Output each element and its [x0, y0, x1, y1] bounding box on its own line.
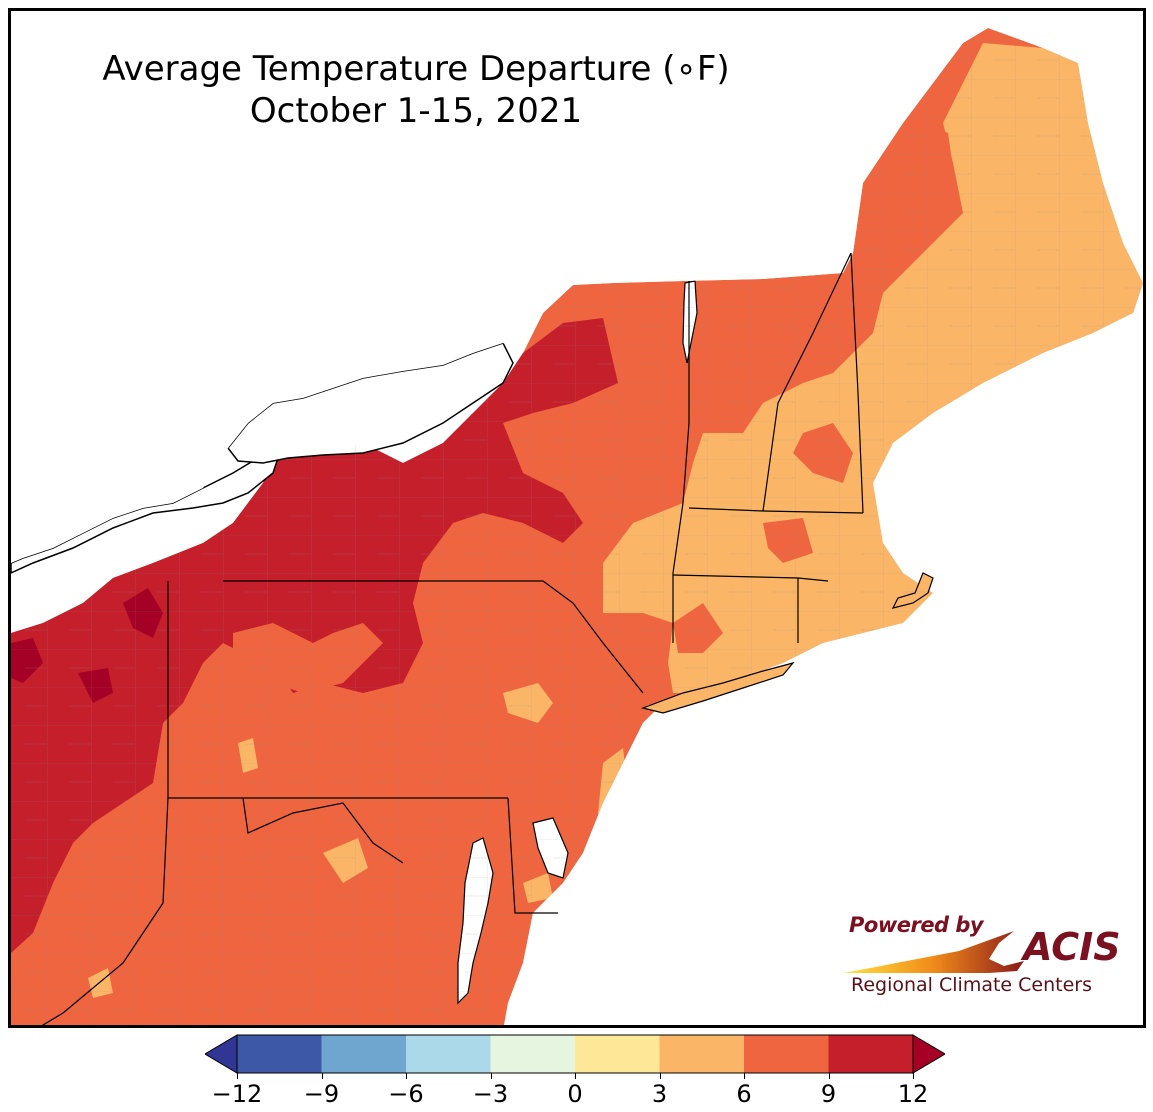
legend-tick-label: 12	[897, 1080, 929, 1108]
logo-acis-name: ACIS	[1023, 925, 1121, 969]
acis-swoosh-graphic	[844, 931, 1024, 973]
legend-tick-label: 6	[736, 1080, 752, 1108]
map-title: Average Temperature Departure (∘F)	[102, 49, 730, 89]
legend-tick-label: 0	[567, 1080, 583, 1108]
legend-tick-mark	[406, 1073, 407, 1079]
legend-tick-mark	[744, 1073, 745, 1079]
legend-tick-label: 9	[820, 1080, 837, 1108]
state-borders	[41, 252, 864, 1025]
legend-tick-label: 3	[651, 1080, 668, 1108]
legend-swatch	[490, 1035, 575, 1073]
legend-swatch	[659, 1035, 744, 1073]
legend-colorbar	[205, 1034, 945, 1074]
atlantic-ocean	[504, 306, 1143, 1025]
map-subtitle: October 1-15, 2021	[249, 91, 583, 131]
legend-tick-mark	[321, 1073, 323, 1079]
map-panel: Average Temperature Departure (∘F) Octob…	[8, 8, 1146, 1028]
legend-swatch	[321, 1035, 406, 1073]
legend-tick-mark	[913, 1073, 914, 1079]
legend-arrow-high	[912, 1034, 945, 1074]
legend-tick-mark	[575, 1073, 576, 1079]
legend-tick-label: −9	[303, 1080, 340, 1108]
temperature-departure-map	[11, 11, 1143, 1025]
legend-arrow-low	[205, 1034, 238, 1074]
legend-tick-mark	[237, 1073, 238, 1079]
legend-swatch	[828, 1035, 913, 1073]
legend-tick-label: −6	[388, 1080, 424, 1108]
acis-logo: Powered by ACIS Regional Climate Centers	[839, 911, 1129, 1006]
logo-tagline: Regional Climate Centers	[851, 974, 1093, 996]
legend-tick-label: −3	[472, 1080, 509, 1108]
logo-powered-by: Powered by	[849, 913, 984, 937]
legend-tick-mark	[828, 1073, 830, 1079]
legend-tick-mark	[490, 1073, 492, 1079]
legend-swatch	[406, 1035, 491, 1073]
legend-swatch	[575, 1035, 660, 1073]
county-lines	[11, 28, 1143, 1025]
legend-swatch	[744, 1035, 829, 1073]
northern-boundary-blank	[11, 11, 1143, 563]
legend-tick-label: −12	[211, 1080, 263, 1108]
legend-swatch	[237, 1035, 322, 1073]
legend-tick-mark	[659, 1073, 661, 1079]
